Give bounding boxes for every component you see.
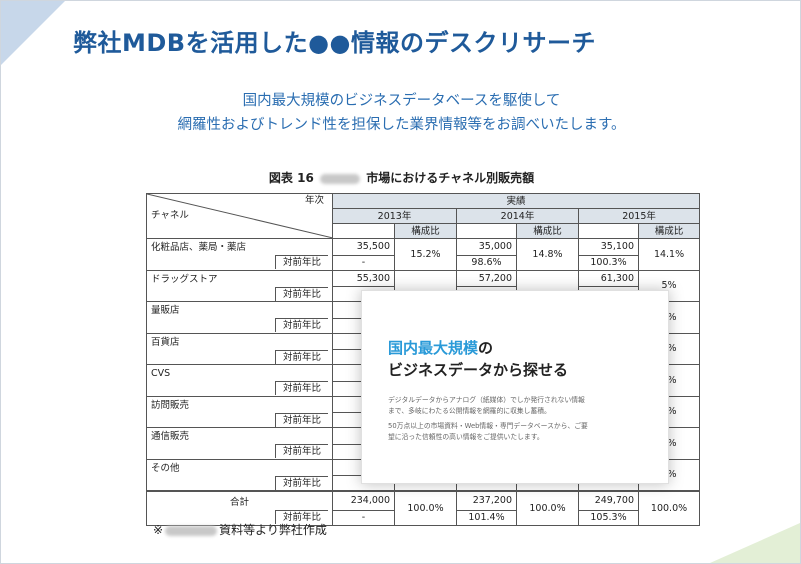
header-corner: 年次 チャネル [146,193,333,239]
value-2014: 57,200 [456,269,517,287]
subtitle-line-1: 国内最大規模のビジネスデータベースを駆使して [242,93,561,109]
value-2013: 35,500 [332,238,395,256]
yoy-label-cell: 対前年比 [146,381,333,397]
header-share-2014: 構成比 [516,223,579,239]
table-row: ドラッグストア 55,300 57,200 61,300 5% [146,269,701,302]
share-2014: 14.8% [516,238,579,271]
total-row-yoy: 対前年比 - 101.4% 105.3% [146,509,700,526]
channel-name: 訪問販売 [146,395,333,413]
header-actual: 実績 [331,193,701,209]
yoy-2015: 105.3% [578,509,639,526]
yoy-label: 対前年比 [275,349,328,364]
yoy-label: 対前年比 [275,510,328,525]
popup-body-4: 望に沿った信頼性の高い情報をご提供いたします。 [388,433,544,441]
share-2014: 100.0% [516,490,579,526]
yoy-label-cell: 対前年比 [146,510,333,526]
yoy-label: 対前年比 [275,318,328,333]
channel-name: 通信販売 [146,427,333,444]
channel-name: 合計 [146,490,333,510]
popup-heading-highlight: 国内最大規模 [388,339,479,357]
share-2015: 14.1% [637,238,701,271]
yoy-label: 対前年比 [275,286,328,301]
popup-heading-rest: の [478,339,494,357]
header-channel: チャネル [151,210,189,221]
corner-decoration-top-left [1,1,65,65]
value-2015: 61,300 [578,269,639,287]
channel-name: 百貨店 [146,332,333,350]
yoy-label: 対前年比 [275,475,328,490]
value-2015: 249,700 [578,490,639,511]
table-caption: 図表 16 市場におけるチャネル別販売額 [1,169,800,186]
yoy-label: 対前年比 [275,412,328,427]
value-2014: 237,200 [456,490,517,511]
header-year-2013: 2013年 [332,208,457,224]
promo-popup: 国内最大規模の ビジネスデータから探せる デジタルデータからアナログ（紙媒体）で… [361,290,669,484]
table-row-yoy: 対前年比 - 98.6% 100.3% [146,254,700,271]
yoy-label-cell: 対前年比 [146,412,333,428]
header-year: 年次 [304,195,324,206]
note-suffix: 資料等より弊社作成 [219,523,327,537]
channel-name: CVS [146,364,333,381]
yoy-label-cell: 対前年比 [146,475,333,492]
popup-heading: 国内最大規模の [388,337,493,358]
slide-title: 弊社MDBを活用した●●情報のデスクリサーチ [73,29,596,57]
popup-body-3: 50万点以上の市場資料・Web情報・専門データベースから、ご要 [388,422,588,430]
yoy-label-cell: 対前年比 [146,349,333,365]
caption-suffix: 市場におけるチャネル別販売額 [366,171,535,185]
caption-prefix: 図表 16 [268,171,314,185]
redacted-source [165,525,218,536]
source-note: ※ 資料等より弊社作成 [153,521,327,538]
share-2013: 15.2% [394,238,457,271]
yoy-2014: 98.6% [456,254,517,271]
yoy-label: 対前年比 [275,255,328,270]
yoy-label-cell: 対前年比 [146,255,333,271]
diagonal-line [147,194,333,238]
yoy-label-cell: 対前年比 [146,318,333,334]
popup-body-2: まで、多岐にわたる公開情報を網羅的に収集し蓄積。 [388,407,551,415]
channel-name: その他 [146,458,333,476]
header-share-2013: 構成比 [394,223,457,239]
share-2013: 100.0% [394,490,457,526]
header-share-2015: 構成比 [637,223,701,239]
yoy-label-cell: 対前年比 [146,286,333,302]
yoy-label-cell: 対前年比 [146,444,333,460]
value-2013: 234,000 [332,490,395,511]
corner-decoration-bottom-right [710,523,800,563]
yoy-label: 対前年比 [275,381,328,396]
yoy-2013: - [332,509,395,526]
yoy-label: 対前年比 [275,444,328,459]
channel-name: ドラッグストア [146,269,333,287]
popup-body-1: デジタルデータからアナログ（紙媒体）でしか発行されない情報 [388,396,585,404]
redacted-text [320,173,360,184]
header-year-2014: 2014年 [456,208,579,224]
channel-name: 化粧品店、薬局・薬店 [146,238,333,255]
value-2013: 55,300 [332,269,395,287]
yoy-2013: - [332,254,395,271]
subtitle-line-2: 網羅性およびトレンド性を担保した業界情報等をお調べいたします。 [177,117,626,133]
value-2014: 35,000 [456,238,517,256]
table-row: 化粧品店、薬局・薬店 35,500 15.2% 35,000 14.8% 35,100 14… [146,238,701,271]
channel-name: 量販店 [146,301,333,318]
note-prefix: ※ [153,523,164,537]
yoy-2014: 101.4% [456,509,517,526]
share-2015: 100.0% [637,490,701,526]
yoy-2015: 100.3% [578,254,639,271]
header-year-2015: 2015年 [577,208,701,224]
popup-heading-2: ビジネスデータから探せる [388,361,569,379]
value-2015: 35,100 [578,238,639,256]
total-row: 合計 234,000 100.0% 237,200 100.0% 249,700 100.0… [146,490,701,526]
